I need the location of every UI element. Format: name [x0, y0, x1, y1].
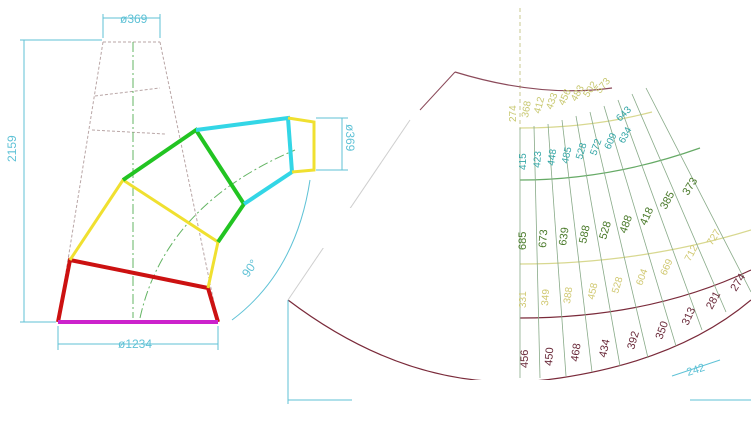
row3-label: 639 — [557, 227, 571, 247]
segment-yellow-2 — [287, 116, 316, 174]
dim-angle: 90° — [239, 257, 261, 280]
row3-label: 588 — [577, 224, 593, 244]
row5-label: 434 — [597, 338, 613, 358]
row4-label: 458 — [586, 282, 600, 301]
row2-label: 415 — [518, 153, 529, 170]
dim-right-diameter: ø369 — [343, 124, 357, 152]
row2-label: 423 — [532, 150, 544, 168]
row3-labels: 685 673 639 588 528 488 418 385 373 — [517, 176, 700, 250]
row4-label: 669 — [659, 257, 676, 277]
row2-label: 485 — [560, 146, 574, 165]
left-elbow-view: ø369 2159 ø1234 ø369 90° — [5, 12, 357, 351]
segment-yellow-1 — [68, 177, 220, 289]
row3-label: 673 — [537, 229, 550, 248]
row5-label: 468 — [569, 343, 583, 363]
row5-label: 281 — [704, 290, 723, 312]
segment-red — [56, 257, 220, 323]
row5-label: 313 — [680, 306, 698, 328]
row1-label: 412 — [532, 95, 547, 114]
row5-label: 456 — [519, 350, 531, 368]
row4-label: 388 — [562, 286, 575, 304]
row1-label: 573 — [594, 76, 613, 96]
row2-labels: 415 423 448 485 528 572 609 634 — [518, 125, 635, 170]
row1-label: 274 — [508, 105, 519, 122]
row2-label: 528 — [574, 141, 589, 160]
dim-segment: 242 — [685, 362, 706, 379]
segment-green — [121, 127, 247, 244]
fan-dimensions — [287, 300, 751, 404]
row4-label: 727 — [705, 227, 723, 247]
row5-label: 274 — [728, 272, 748, 294]
row3-label: 418 — [638, 206, 656, 228]
row5-label: 350 — [654, 320, 672, 341]
elbow-outline — [57, 41, 219, 323]
row1-label: 643 — [614, 104, 634, 124]
row3-label: 488 — [618, 214, 636, 235]
fan-radial-lines — [519, 87, 751, 379]
fan-left-edge-top — [419, 71, 456, 111]
dim-height: 2159 — [5, 135, 19, 162]
row5-label: 450 — [543, 347, 556, 366]
dim-bottom-diameter: ø1234 — [118, 337, 152, 351]
row3-label: 528 — [597, 220, 614, 241]
row3-label: 373 — [680, 176, 700, 198]
row1-label: 368 — [520, 100, 534, 119]
mask-blocks — [0, 208, 690, 437]
right-development-view: 274 368 412 433 456 483 502 573 643 415 … — [287, 8, 751, 404]
row2-label: 448 — [546, 148, 559, 166]
dim-top-diameter: ø369 — [120, 12, 148, 26]
row5-label: 392 — [625, 330, 642, 351]
row3-label: 685 — [517, 232, 529, 250]
row2-label: 634 — [617, 125, 635, 145]
row4-label: 604 — [634, 267, 650, 287]
row4-label: 349 — [540, 288, 552, 306]
segment-cyan — [195, 115, 295, 206]
row1-labels: 274 368 412 433 456 483 502 573 643 — [508, 76, 634, 124]
row4-label: 528 — [610, 275, 625, 294]
elbow-dimensions — [20, 14, 348, 350]
fan-inner-arc — [454, 71, 613, 92]
row4-label: 331 — [518, 291, 529, 308]
